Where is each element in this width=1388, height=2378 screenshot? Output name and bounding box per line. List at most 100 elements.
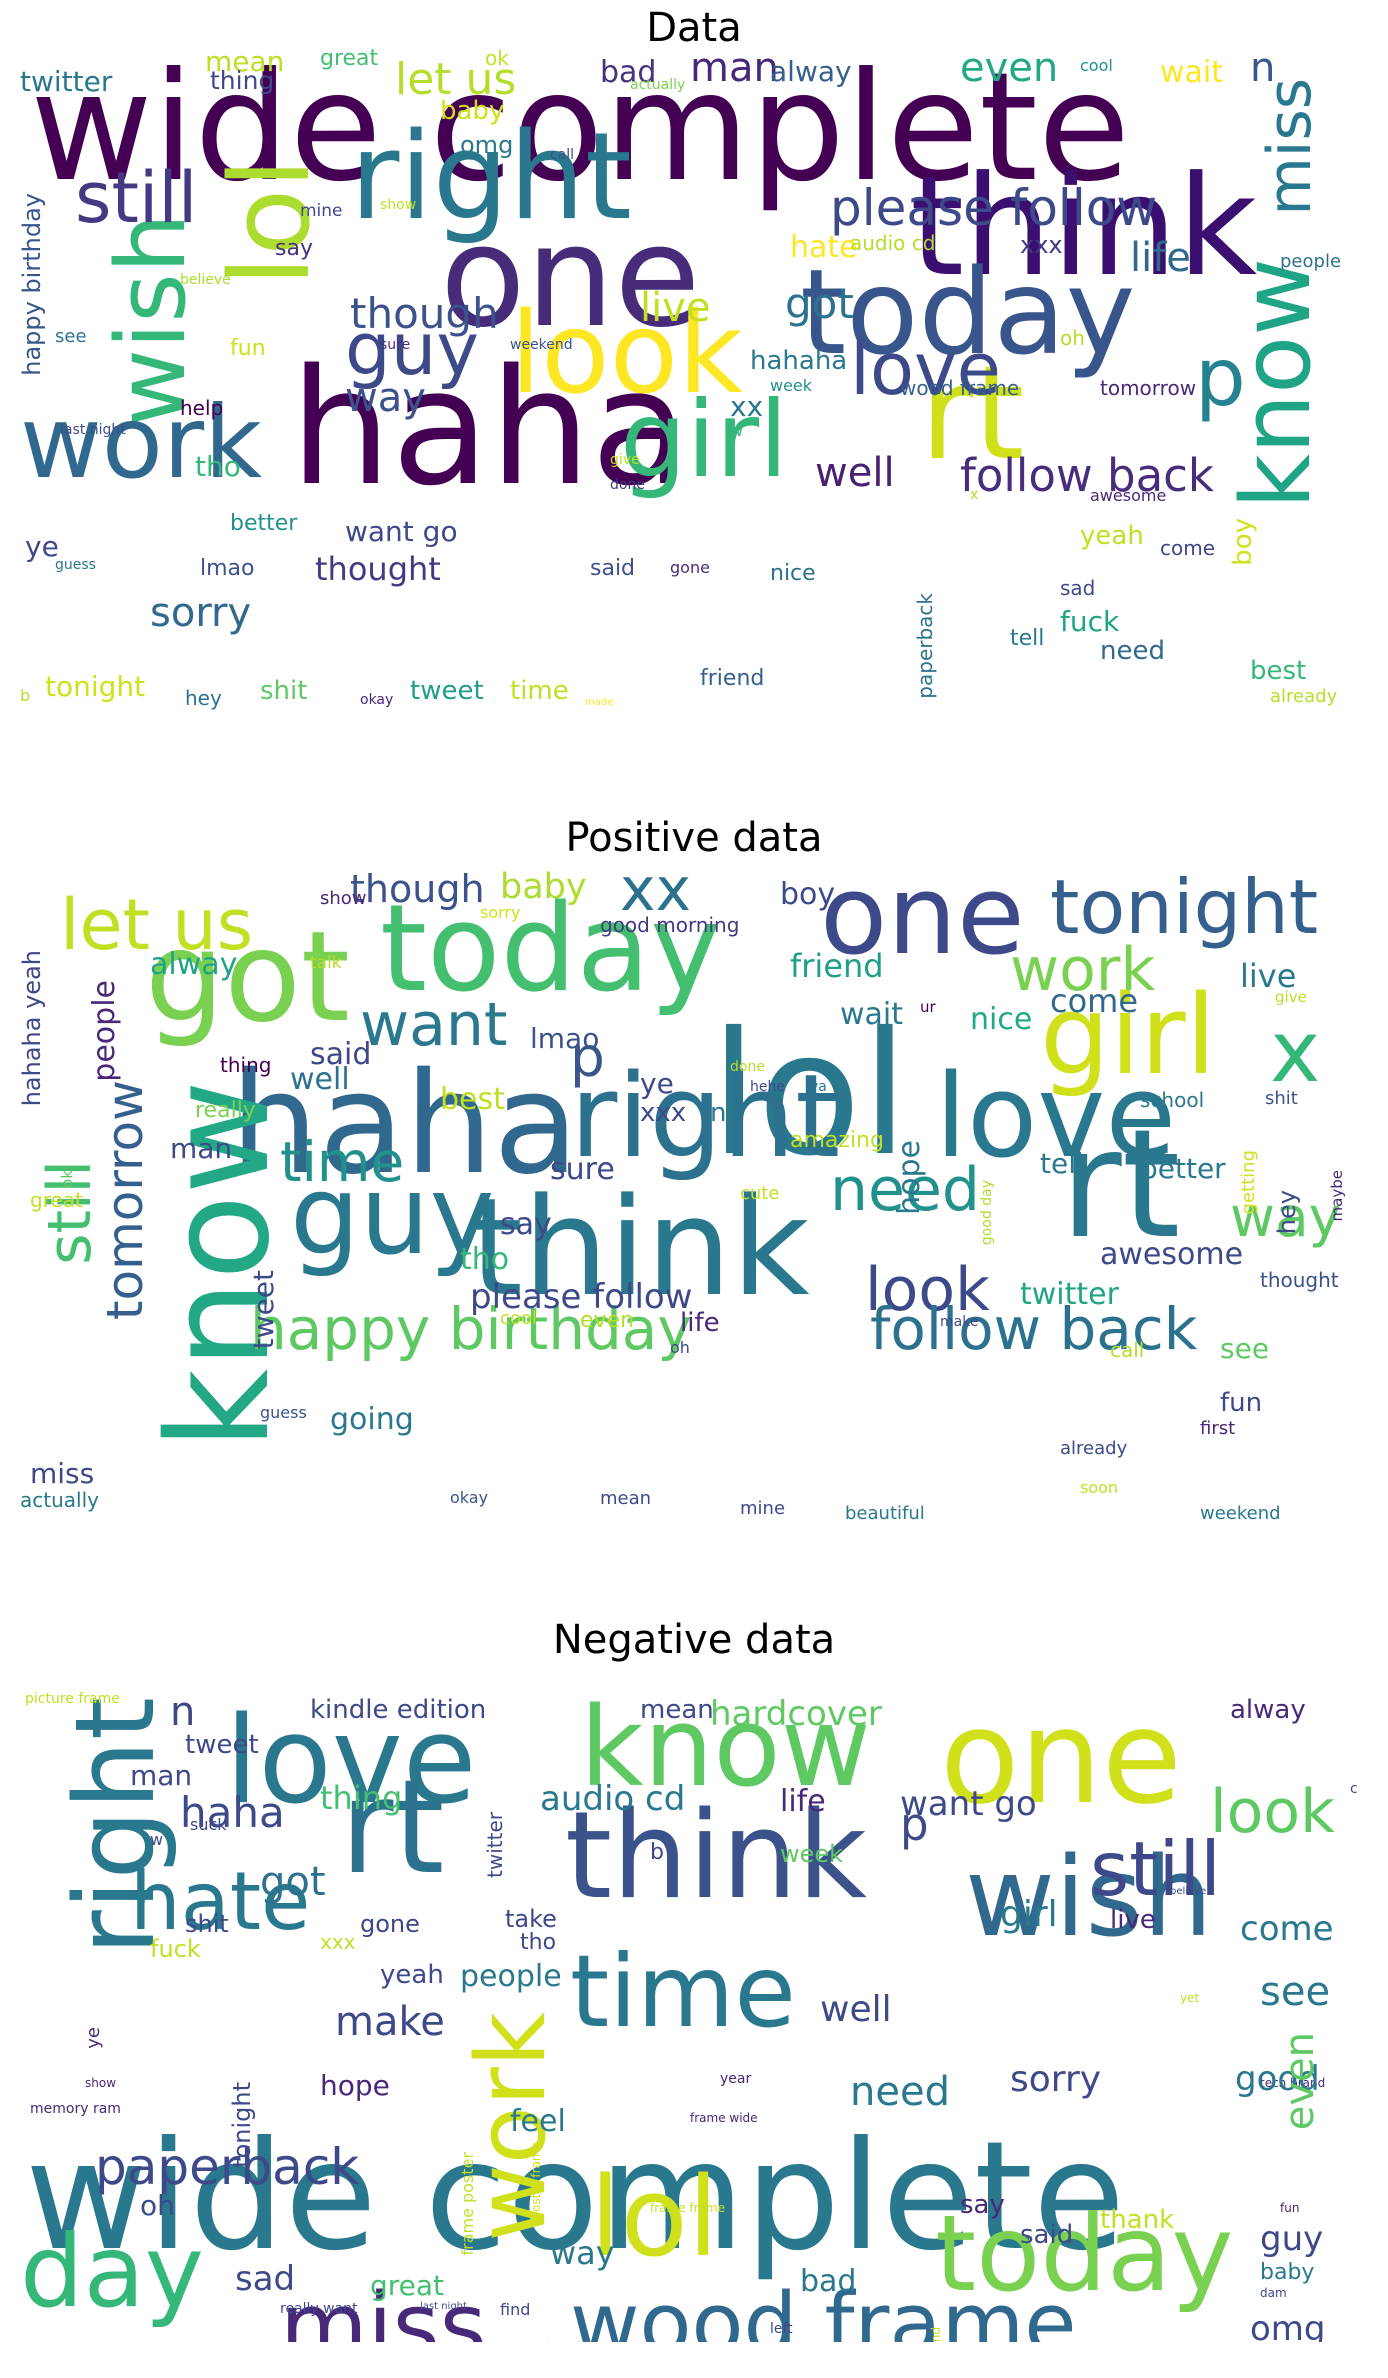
- cloud-word: make: [940, 1314, 979, 1330]
- panel-title: Positive data: [565, 815, 823, 861]
- cloud-word: xxx: [320, 1930, 356, 1954]
- cloud-word: call: [1110, 1338, 1145, 1362]
- cloud-word: memory ram: [30, 2101, 121, 2117]
- cloud-word: lol: [590, 2153, 719, 2281]
- cloud-word: year: [720, 2071, 752, 2087]
- cloud-word: said: [310, 1037, 372, 1072]
- cloud-word: one: [820, 860, 1025, 979]
- cloud-word: live: [1110, 1905, 1156, 1935]
- cloud-word: guess: [55, 557, 96, 573]
- cloud-word: cool: [1080, 56, 1113, 75]
- cloud-word: weekend: [510, 337, 573, 353]
- word-cloud: lol one today got haha right love think rt know gi…: [20, 860, 1368, 1540]
- cloud-word: really want: [280, 2301, 358, 2317]
- cloud-word: one: [440, 196, 701, 359]
- cloud-word: help: [180, 396, 224, 420]
- cloud-word: hardcover: [710, 1694, 882, 1734]
- cloud-word: week: [770, 376, 813, 395]
- cloud-word: tho: [460, 1242, 510, 1277]
- cloud-word: think: [565, 1787, 867, 1926]
- cloud-word: way: [550, 2234, 615, 2272]
- cloud-word: share friend: [929, 2327, 943, 2342]
- cloud-word: follow back: [870, 1295, 1198, 1363]
- cloud-word: p: [570, 1025, 605, 1089]
- cloud-word: want go: [900, 1784, 1037, 1824]
- cloud-word: best: [440, 1082, 505, 1117]
- cloud-word: well: [820, 1989, 892, 2030]
- cloud-word: haha: [290, 334, 689, 521]
- cloud-word: follow back: [960, 449, 1214, 502]
- cloud-word: ok: [485, 48, 509, 70]
- cloud-word: bad: [600, 55, 657, 90]
- cloud-word: believe: [1170, 1886, 1207, 1897]
- cloud-word: work: [20, 384, 262, 501]
- cloud-word: sorry: [150, 590, 252, 636]
- cloud-word: talk: [310, 953, 342, 973]
- cloud-word: xxx: [640, 1098, 687, 1128]
- cloud-word: got: [260, 1859, 326, 1905]
- cloud-word: tech brand: [1260, 2076, 1326, 2090]
- cloud-word: see: [55, 326, 87, 347]
- cloud-word: call: [550, 147, 575, 163]
- cloud-word: lmao: [530, 1022, 600, 1055]
- cloud-word: yeah: [380, 1960, 444, 1990]
- cloud-word: tonight: [1050, 863, 1319, 951]
- cloud-word: cool: [500, 1308, 537, 1329]
- cloud-word: baby: [500, 867, 587, 907]
- cloud-word: guy: [345, 307, 479, 391]
- cloud-word: ya: [810, 1079, 827, 1095]
- cloud-word: say: [500, 1207, 552, 1242]
- cloud-word: girl: [1040, 971, 1217, 1099]
- cloud-word: tonight: [45, 670, 146, 703]
- cloud-word: n: [170, 1689, 196, 1735]
- cloud-word: already: [1270, 686, 1338, 707]
- cloud-word: fuck: [1060, 605, 1120, 638]
- cloud-word: nice: [970, 1002, 1033, 1037]
- cloud-word: great: [370, 2269, 445, 2302]
- cloud-word: wood frame: [570, 2275, 1077, 2342]
- cloud-word: paperback: [913, 593, 937, 699]
- cloud-word: x: [970, 487, 979, 503]
- cloud-word: guess: [260, 1403, 307, 1422]
- cloud-word: n: [1250, 48, 1276, 91]
- cloud-word: getting: [1238, 1150, 1259, 1215]
- cloud-word: w: [730, 421, 744, 440]
- cloud-word: haha: [230, 1043, 580, 1206]
- cloud-word: give: [610, 452, 640, 468]
- cloud-word: nice: [770, 561, 816, 586]
- cloud-word: haha: [180, 1788, 285, 1837]
- cloud-word: need: [850, 2069, 950, 2115]
- cloud-word: mean: [640, 1695, 714, 1725]
- cloud-word: xx: [620, 860, 692, 925]
- cloud-word: tomorrow: [96, 1080, 154, 1321]
- cloud-word: please follow: [830, 179, 1158, 237]
- cloud-word: already: [1060, 1438, 1128, 1459]
- cloud-word: audio cd: [850, 231, 936, 255]
- cloud-word: shit: [185, 1910, 229, 1938]
- cloud-word: need: [830, 1155, 980, 1225]
- cloud-word: week: [780, 1840, 844, 1868]
- cloud-word: way: [345, 375, 426, 421]
- cloud-word: let us: [395, 54, 517, 105]
- cloud-word: right: [570, 1050, 841, 1184]
- cloud-word: look: [1210, 1777, 1335, 1847]
- cloud-word: one: [940, 1681, 1182, 1833]
- cloud-word: sad: [235, 2259, 296, 2299]
- cloud-word: got: [145, 905, 350, 1050]
- cloud-word: got: [785, 279, 854, 328]
- cloud-word: let us: [60, 884, 254, 966]
- cloud-word: still: [1090, 1825, 1221, 1913]
- cloud-word: life: [1130, 235, 1191, 281]
- cloud-word: great: [320, 48, 379, 71]
- cloud-word: thought: [315, 550, 441, 588]
- cloud-word: c: [1350, 1781, 1358, 1797]
- cloud-word: made: [585, 697, 614, 708]
- cloud-word: going: [330, 1402, 414, 1437]
- cloud-word: even: [580, 1308, 635, 1333]
- cloud-word: come: [1050, 982, 1139, 1020]
- cloud-word: boy: [1228, 518, 1258, 566]
- cloud-word: see: [1220, 1332, 1270, 1365]
- cloud-word: work: [1010, 935, 1156, 1005]
- cloud-word: friend: [790, 947, 884, 985]
- cloud-word: even: [960, 48, 1059, 91]
